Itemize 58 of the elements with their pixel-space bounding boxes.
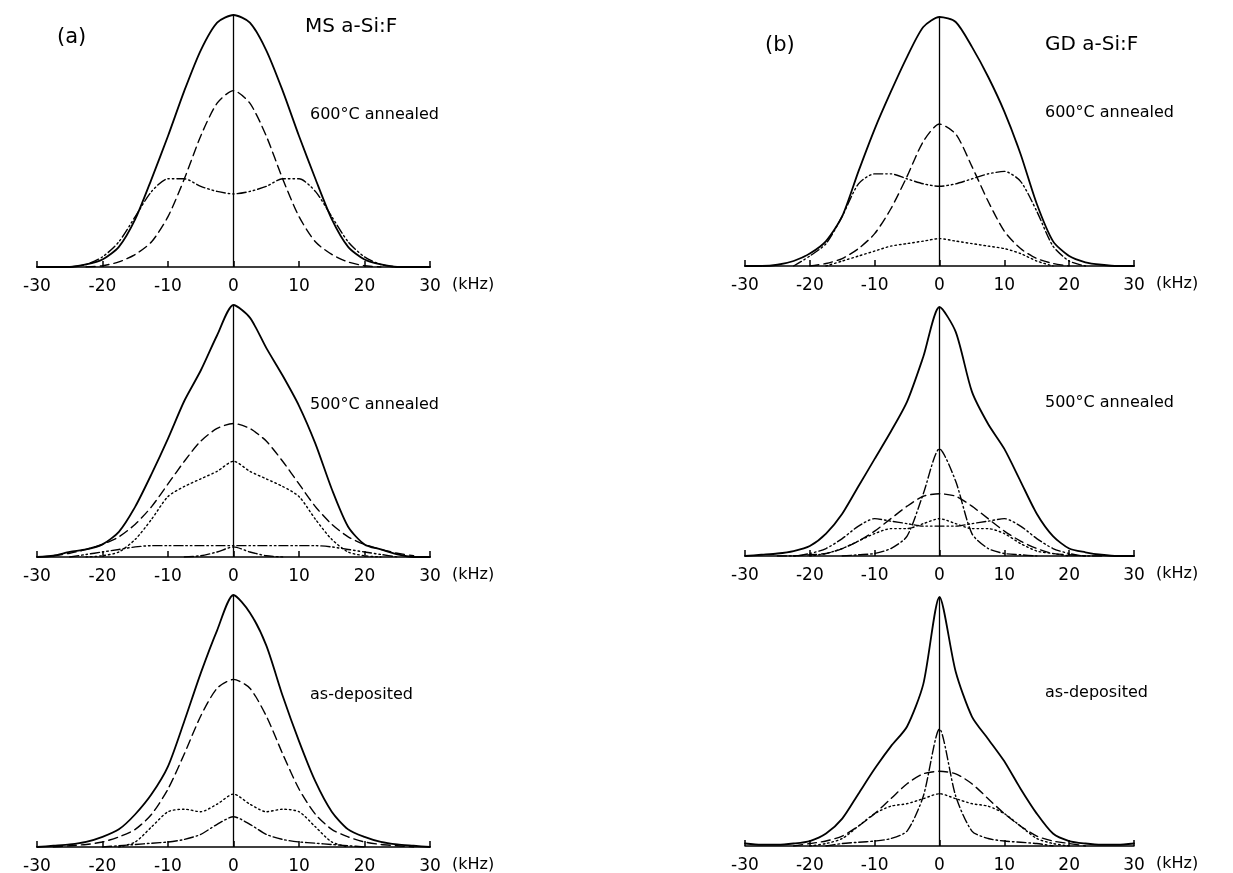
x-tick-label: 20 [353, 854, 376, 873]
x-tick-label: 20 [1058, 563, 1080, 584]
x-axis-title: (kHz) [452, 273, 495, 293]
chart-subtitle: MS a-Si:F [305, 13, 398, 37]
x-tick-label: -10 [154, 274, 182, 295]
x-tick-label: -10 [154, 854, 182, 873]
x-tick-label: 10 [288, 274, 310, 295]
x-tick-label: 10 [288, 564, 310, 585]
x-tick-label: 30 [1123, 273, 1145, 294]
x-tick-label: 20 [353, 564, 376, 585]
x-tick-label: 30 [419, 564, 441, 585]
text: GD a-Si:F [1045, 31, 1139, 55]
x-axis-title: (kHz) [1156, 852, 1199, 872]
x-tick-label: -20 [88, 274, 117, 295]
x-tick-label: -30 [23, 854, 51, 873]
annotation: 500°C annealed [1045, 391, 1174, 411]
x-tick-label: -10 [154, 564, 182, 585]
x-tick-label: 10 [993, 853, 1016, 873]
annotation: 600°C annealed [310, 103, 439, 123]
x-tick-label: -20 [795, 563, 824, 584]
x-tick-label: -30 [731, 563, 759, 584]
x-tick-label: 0 [228, 854, 239, 873]
x-tick-label: -30 [23, 274, 51, 295]
x-tick-label: 30 [419, 854, 441, 873]
x-tick-label: 20 [1058, 273, 1080, 294]
x-tick-label: 20 [1058, 853, 1080, 873]
annotation: 600°C annealed [1045, 101, 1174, 121]
x-tick-label: -10 [860, 563, 889, 584]
x-tick-label: 20 [353, 274, 376, 295]
x-tick-label: -20 [795, 273, 824, 294]
x-tick-label: -20 [88, 854, 117, 873]
x-axis-title: (kHz) [452, 853, 495, 873]
x-tick-label: 0 [934, 273, 945, 294]
x-tick-label: 0 [934, 853, 945, 873]
x-axis-title: (kHz) [452, 563, 495, 583]
x-tick-label: -10 [860, 273, 889, 294]
x-tick-label: 10 [993, 563, 1016, 584]
x-tick-label: -30 [731, 273, 759, 294]
x-tick-label: -20 [795, 853, 824, 873]
x-tick-label: -30 [731, 853, 759, 873]
x-tick-label: 30 [419, 274, 441, 295]
x-tick-label: 10 [993, 273, 1016, 294]
x-tick-label: 0 [934, 563, 945, 584]
x-axis-title: (kHz) [1156, 562, 1199, 582]
x-tick-label: -20 [88, 564, 117, 585]
x-tick-label: -10 [860, 853, 889, 873]
x-tick-label: -30 [23, 564, 51, 585]
x-axis-title: (kHz) [1156, 272, 1199, 292]
x-tick-label: 0 [228, 274, 239, 295]
annotation: 500°C annealed [310, 393, 439, 413]
annotation: as-deposited [310, 683, 413, 703]
x-tick-label: 0 [228, 564, 239, 585]
chart-title: (a) [57, 23, 87, 48]
annotation: as-deposited [1045, 681, 1148, 701]
x-tick-label: 30 [1123, 853, 1145, 873]
text: (b) [765, 31, 795, 56]
x-tick-label: 30 [1123, 563, 1145, 584]
x-tick-label: 10 [288, 854, 310, 873]
